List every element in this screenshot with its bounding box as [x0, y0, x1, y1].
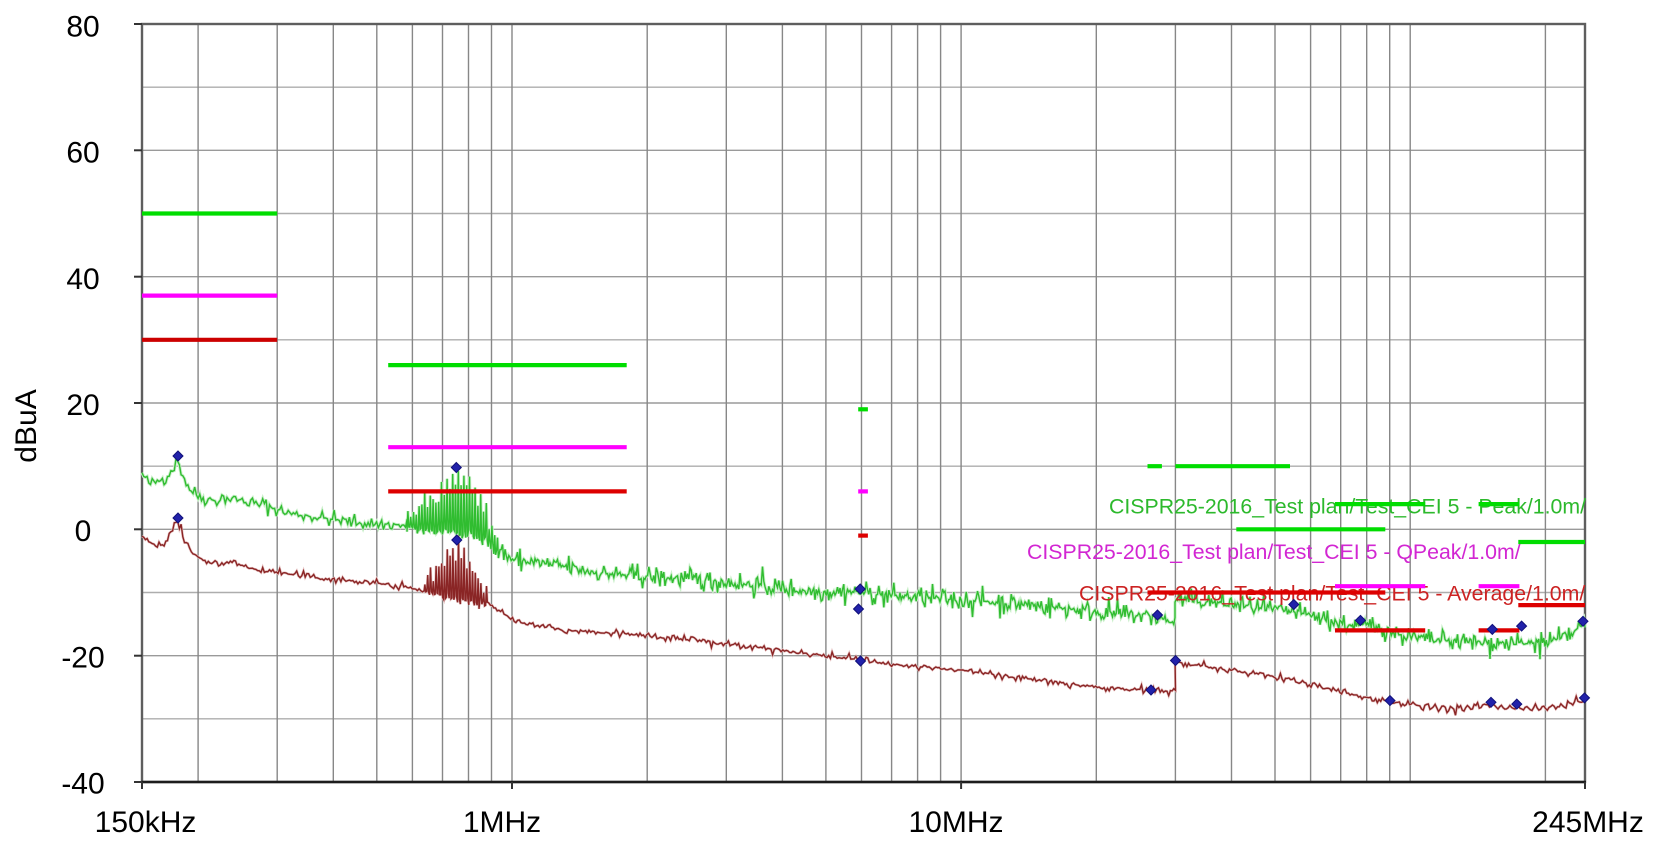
svg-text:1MHz: 1MHz: [463, 806, 541, 839]
svg-text:-40: -40: [61, 768, 104, 801]
svg-text:40: 40: [66, 263, 99, 296]
svg-text:60: 60: [66, 137, 99, 170]
svg-text:CISPR25-2016_Test plan/Test_CE: CISPR25-2016_Test plan/Test_CEI 5 - QPea…: [1027, 540, 1521, 564]
svg-text:245MHz: 245MHz: [1532, 806, 1644, 839]
svg-text:dBuA: dBuA: [10, 389, 43, 462]
svg-text:CISPR25-2016_Test plan/Test_CE: CISPR25-2016_Test plan/Test_CEI 5 - Peak…: [1109, 495, 1586, 519]
svg-text:150kHz: 150kHz: [95, 806, 197, 839]
svg-text:0: 0: [75, 515, 92, 548]
svg-text:20: 20: [66, 389, 99, 422]
svg-text:10MHz: 10MHz: [908, 806, 1003, 839]
svg-text:-20: -20: [61, 642, 104, 675]
svg-text:80: 80: [66, 11, 99, 44]
